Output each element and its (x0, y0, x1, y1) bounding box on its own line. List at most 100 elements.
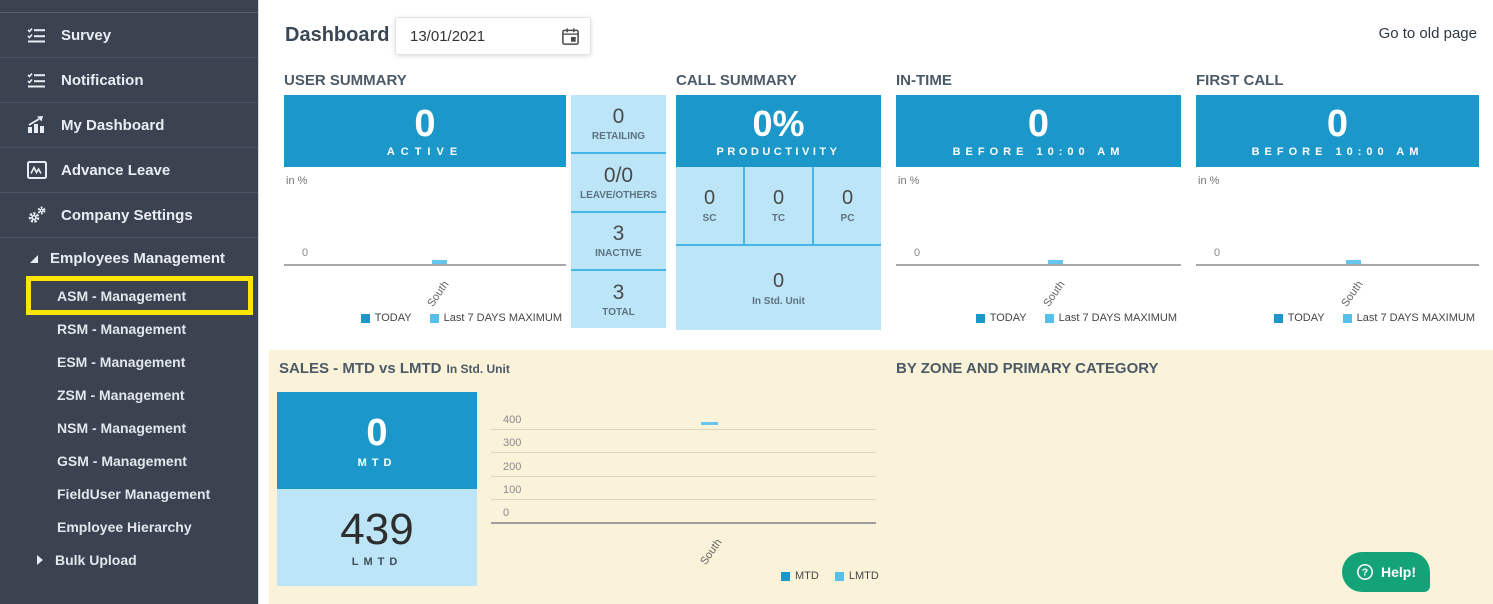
stat-inactive: 3 INACTIVE (571, 212, 666, 272)
sidebar-item-zsm-management[interactable]: ZSM - Management (0, 378, 258, 411)
last7-legend-swatch (1342, 313, 1352, 323)
first-call-hero: 0 BEFORE 10:00 AM (1196, 95, 1479, 167)
chart-growth-icon (26, 116, 48, 134)
last7-max-bar (432, 260, 447, 264)
lmtd-legend-swatch (834, 571, 844, 581)
legend-label: TODAY (374, 312, 412, 324)
stat-value: 0/0 (603, 163, 634, 187)
y-axis-label: in % (286, 175, 308, 187)
user-summary-stats: 0 RETAILING 0/0 LEAVE/OTHERS 3 INACTIVE … (571, 95, 666, 328)
sidebar-item-label: Company Settings (61, 206, 193, 224)
sidebar-item-asm-management[interactable]: ASM - Management (0, 279, 258, 312)
zone-category-title: BY ZONE AND PRIMARY CATEGORY (896, 360, 1159, 377)
sidebar-item-fielduser-management[interactable]: FieldUser Management (0, 477, 258, 510)
mtd-label: MTD (357, 456, 397, 469)
stat-label: In Std. Unit (752, 295, 805, 307)
calendar-icon[interactable] (561, 27, 580, 46)
in-time-hero: 0 BEFORE 10:00 AM (896, 95, 1181, 167)
main-content: Dashboard Go to old page USER SUMMARY 0 … (258, 0, 1493, 604)
help-button[interactable]: ? Help! (1342, 552, 1430, 592)
sidebar-item-survey[interactable]: Survey (0, 13, 258, 58)
chart-legend: TODAY Last 7 DAYS MAXIMUM (284, 312, 566, 324)
gears-icon (26, 206, 48, 224)
lmtd-bar-marker (701, 422, 718, 425)
sidebar-subitem-label: Employee Hierarchy (57, 518, 192, 535)
sidebar-divider (0, 12, 258, 13)
y-axis-tick: 400 (503, 413, 522, 426)
y-axis-tick: 200 (503, 460, 522, 473)
legend-label: LMTD (848, 570, 879, 582)
sidebar-item-notification[interactable]: Notification (0, 58, 258, 103)
hero-label: BEFORE 10:00 AM (1251, 146, 1424, 158)
sidebar-item-advance-leave[interactable]: Advance Leave (0, 148, 258, 193)
gridline-row: 300 (491, 430, 876, 453)
stat-tc: 0 TC (745, 167, 814, 244)
card-title: IN-TIME (896, 72, 952, 89)
sales-title-unit: In Std. Unit (446, 362, 510, 376)
mtd-box: 0 MTD (277, 392, 477, 489)
sidebar-item-esm-management[interactable]: ESM - Management (0, 345, 258, 378)
stat-total: 3 TOTAL (571, 271, 666, 328)
gridline-row: 200 (491, 453, 876, 477)
stat-value: 3 (612, 281, 625, 305)
sidebar-item-label: Advance Leave (61, 161, 171, 179)
sidebar-item-employees-management[interactable]: Employees Management (0, 238, 258, 279)
legend-label: MTD (795, 570, 819, 582)
date-picker[interactable] (395, 17, 591, 55)
stat-value: 0 (841, 187, 854, 209)
sales-zone-panel: SALES - MTD vs LMTD In Std. Unit 0 MTD 43… (269, 350, 1493, 604)
sidebar-subitem-label: NSM - Management (57, 419, 187, 436)
sidebar-item-employee-hierarchy[interactable]: Employee Hierarchy (0, 510, 258, 543)
y-axis-tick: 100 (503, 484, 522, 496)
lmtd-value: 439 (340, 504, 414, 554)
first-call-chart: in % 0 South (1196, 167, 1479, 309)
card-title: FIRST CALL (1196, 72, 1284, 89)
go-to-old-page-link[interactable]: Go to old page (1378, 25, 1477, 42)
sidebar-subitem-label: ZSM - Management (57, 386, 185, 403)
call-summary-cells: 0 SC 0 TC 0 PC (676, 167, 881, 244)
y-axis-label: in % (898, 175, 920, 187)
sidebar-item-my-dashboard[interactable]: My Dashboard (0, 103, 258, 148)
legend-label: Last 7 DAYS MAXIMUM (443, 312, 562, 324)
hero-label: BEFORE 10:00 AM (952, 146, 1125, 158)
stat-value: 0 (612, 104, 625, 128)
stat-in-std-unit: 0 In Std. Unit (676, 244, 881, 330)
stat-label: TOTAL (602, 307, 635, 319)
stat-value: 0 (772, 269, 785, 292)
leave-sparkline-icon (26, 161, 48, 179)
stat-value: 3 (612, 222, 625, 246)
x-axis-category: South (425, 278, 452, 310)
expanded-caret-icon (28, 254, 40, 264)
user-summary-card: USER SUMMARY 0 ACTIVE in % 0 South TODAY… (284, 72, 666, 328)
user-summary-chart: in % 0 South (284, 167, 566, 309)
sidebar-item-rsm-management[interactable]: RSM - Management (0, 312, 258, 345)
date-input[interactable] (396, 27, 546, 45)
sidebar-subitem-label: GSM - Management (57, 452, 187, 469)
question-circle-icon: ? (1356, 563, 1374, 581)
sidebar-item-gsm-management[interactable]: GSM - Management (0, 444, 258, 477)
y-axis-tick: 300 (503, 437, 522, 449)
stat-retailing: 0 RETAILING (571, 95, 666, 154)
checklist-icon (26, 27, 48, 43)
today-legend-swatch (360, 313, 370, 323)
x-axis-category: South (1041, 278, 1068, 310)
sales-chart: 400 300 200 100 0 (491, 406, 876, 524)
legend-label: TODAY (989, 312, 1027, 324)
stat-value: 0 (703, 187, 716, 209)
last7-legend-swatch (429, 313, 439, 323)
stat-label: INACTIVE (595, 248, 642, 260)
sidebar-subitem-label: FieldUser Management (57, 485, 211, 502)
collapsed-caret-icon (36, 554, 44, 566)
y-axis-tick: 0 (302, 247, 309, 259)
sidebar: Survey Notification My Dashboard Advance… (0, 0, 258, 604)
sidebar-item-label: Employees Management (50, 250, 226, 267)
sidebar-item-nsm-management[interactable]: NSM - Management (0, 411, 258, 444)
stat-label: TC (771, 213, 786, 224)
hero-label: PRODUCTIVITY (716, 146, 841, 158)
sidebar-item-label: Notification (61, 71, 144, 89)
in-time-chart: in % 0 South (896, 167, 1181, 309)
sidebar-item-company-settings[interactable]: Company Settings (0, 193, 258, 238)
last7-max-bar (1048, 260, 1063, 264)
sidebar-item-bulk-upload[interactable]: Bulk Upload (0, 543, 258, 576)
chart-legend: TODAY Last 7 DAYS MAXIMUM (896, 312, 1181, 324)
